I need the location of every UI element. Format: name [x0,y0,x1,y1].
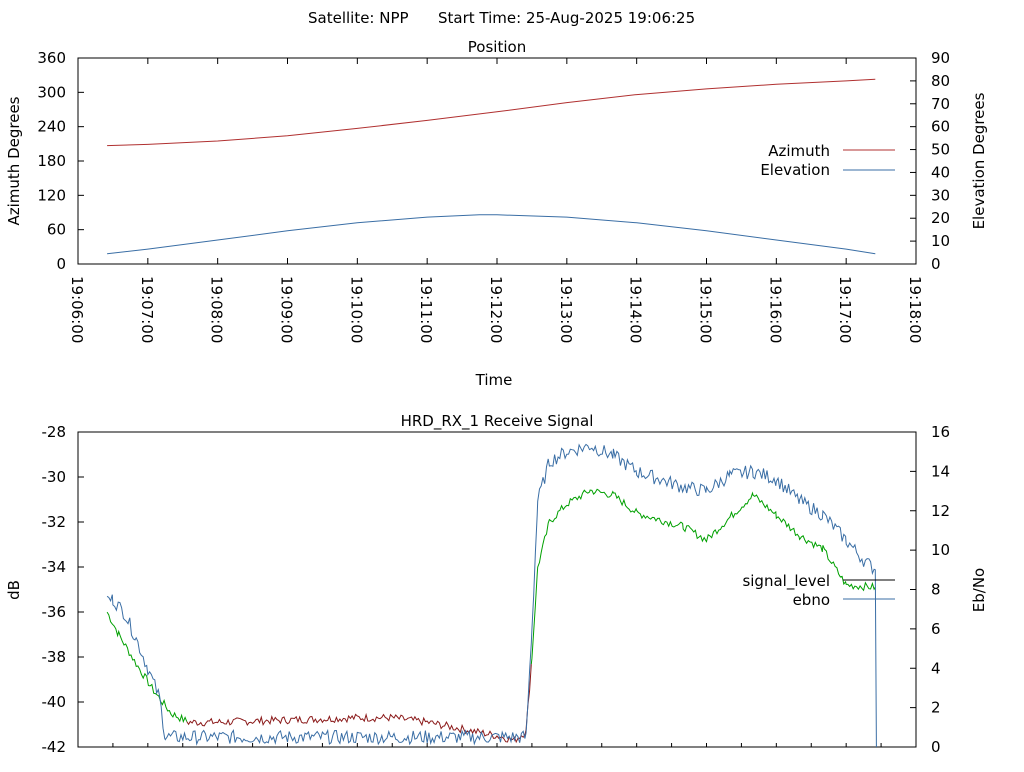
signal-y2-tick-label: 16 [931,423,950,441]
position-x-tick-label: 19:14:00 [627,276,645,343]
signal-axes: -28 -30 -32 -34 -36 -38 -40 -42 0 2 4 6 8 10 12 14 16 [42,423,951,756]
position-y-tick-label: 0 [56,255,66,273]
position-axes: 0 60 120 180 240 300 360 0 10 20 30 40 50 60 70 80 90 19:… [37,49,950,343]
position-title: Position [468,38,526,56]
position-x-tick-label: 19:16:00 [766,276,784,343]
position-chart: Position Time Azimuth Degrees Elevation … [5,38,988,389]
position-series-azimuth [107,78,876,147]
signal-y2label: Eb/No [970,568,988,612]
signal-y-tick-label: -32 [42,513,67,531]
legend-azimuth-label: Azimuth [768,142,830,160]
position-series [107,78,876,255]
position-x-tick-label: 19:06:00 [68,276,86,343]
position-y2-tick-label: 40 [931,163,950,181]
signal-chart: HRD_RX_1 Receive Signal dB Eb/No -28-30-… [5,412,988,756]
position-x-tick-label: 19:18:00 [906,276,924,343]
signal-y-tick-label: -38 [42,648,67,666]
position-y2-tick-label: 70 [931,95,950,113]
signal-series-ebno [106,443,877,748]
signal-title: HRD_RX_1 Receive Signal [401,412,594,431]
signal-series-signal-level-segment [186,664,532,744]
signal-series-signal-level-segment [106,611,188,724]
position-y2-tick-label: 50 [931,141,950,159]
position-y-tick-label: 300 [37,83,66,101]
position-x-tick-label: 19:07:00 [138,276,156,343]
signal-y-tick-label: -30 [42,468,67,486]
position-y2-tick-label: 30 [931,186,950,204]
signal-y-tick-label: -28 [42,423,67,441]
header-satellite: Satellite: NPP [308,9,409,27]
position-y2-tick-label: 10 [931,232,950,250]
signal-y2-tick-label: 4 [931,659,941,677]
position-y2-tick-label: 60 [931,118,950,136]
position-x-tick-label: 19:10:00 [347,276,365,343]
header-start-time: Start Time: 25-Aug-2025 19:06:25 [438,9,695,27]
position-legend: Azimuth Elevation [760,142,895,179]
signal-y-tick-label: -34 [42,558,67,576]
signal-series-signal-level-segment [530,488,876,665]
signal-y2-tick-label: 10 [931,541,950,559]
position-y2label: Elevation Degrees [970,92,988,229]
position-y-tick-label: 360 [37,49,66,67]
position-ylabel: Azimuth Degrees [5,96,23,225]
position-y-tick-label: 120 [37,186,66,204]
legend-signal-label: signal_level [742,572,830,591]
position-y2-tick-label: 20 [931,209,950,227]
position-x-tick-label: 19:11:00 [417,276,435,343]
position-x-tick-label: 19:15:00 [697,276,715,343]
signal-series [106,443,877,748]
position-y-tick-label: 240 [37,118,66,136]
legend-elevation-label: Elevation [760,161,830,179]
signal-y-tick-label: -36 [42,603,67,621]
signal-y-tick-label: -40 [42,693,67,711]
position-y-tick-label: 180 [37,152,66,170]
position-y2-tick-label: 80 [931,72,950,90]
position-series-elevation [107,214,876,255]
position-x-tick-label: 19:09:00 [278,276,296,343]
position-x-tick-label: 19:13:00 [557,276,575,343]
signal-y2-tick-label: 6 [931,620,941,638]
position-x-tick-label: 19:12:00 [487,276,505,343]
position-x-tick-label: 19:08:00 [208,276,226,343]
signal-y2-tick-label: 2 [931,699,941,717]
position-x-tick-label: 19:17:00 [836,276,854,343]
signal-y2-tick-label: 0 [931,738,941,756]
signal-legend: signal_level ebno [742,572,895,609]
position-y2-tick-label: 0 [931,255,941,273]
position-xlabel: Time [475,371,513,389]
signal-y-tick-label: -42 [42,738,67,756]
legend-ebno-label: ebno [793,591,830,609]
signal-y2-tick-label: 8 [931,581,941,599]
signal-y2-tick-label: 12 [931,502,950,520]
position-y2-tick-label: 90 [931,49,950,67]
signal-y2-tick-label: 14 [931,462,950,480]
signal-ylabel: dB [5,580,23,600]
position-y-tick-label: 60 [47,221,66,239]
